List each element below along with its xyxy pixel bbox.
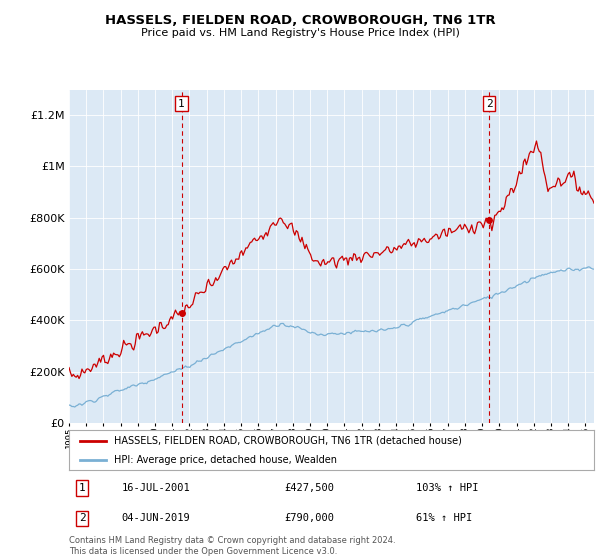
- Text: HPI: Average price, detached house, Wealden: HPI: Average price, detached house, Weal…: [113, 455, 337, 465]
- Text: 2: 2: [486, 99, 493, 109]
- Text: 1: 1: [178, 99, 185, 109]
- Text: 61% ↑ HPI: 61% ↑ HPI: [415, 514, 472, 524]
- Text: Contains HM Land Registry data © Crown copyright and database right 2024.
This d: Contains HM Land Registry data © Crown c…: [69, 536, 395, 556]
- Text: 16-JUL-2001: 16-JUL-2001: [121, 483, 190, 493]
- Text: HASSELS, FIELDEN ROAD, CROWBOROUGH, TN6 1TR: HASSELS, FIELDEN ROAD, CROWBOROUGH, TN6 …: [104, 14, 496, 27]
- Text: Price paid vs. HM Land Registry's House Price Index (HPI): Price paid vs. HM Land Registry's House …: [140, 28, 460, 38]
- Text: 103% ↑ HPI: 103% ↑ HPI: [415, 483, 478, 493]
- Text: 04-JUN-2019: 04-JUN-2019: [121, 514, 190, 524]
- Text: 2: 2: [79, 514, 86, 524]
- Text: HASSELS, FIELDEN ROAD, CROWBOROUGH, TN6 1TR (detached house): HASSELS, FIELDEN ROAD, CROWBOROUGH, TN6 …: [113, 436, 461, 446]
- Text: £427,500: £427,500: [284, 483, 334, 493]
- Text: 1: 1: [79, 483, 86, 493]
- Text: £790,000: £790,000: [284, 514, 334, 524]
